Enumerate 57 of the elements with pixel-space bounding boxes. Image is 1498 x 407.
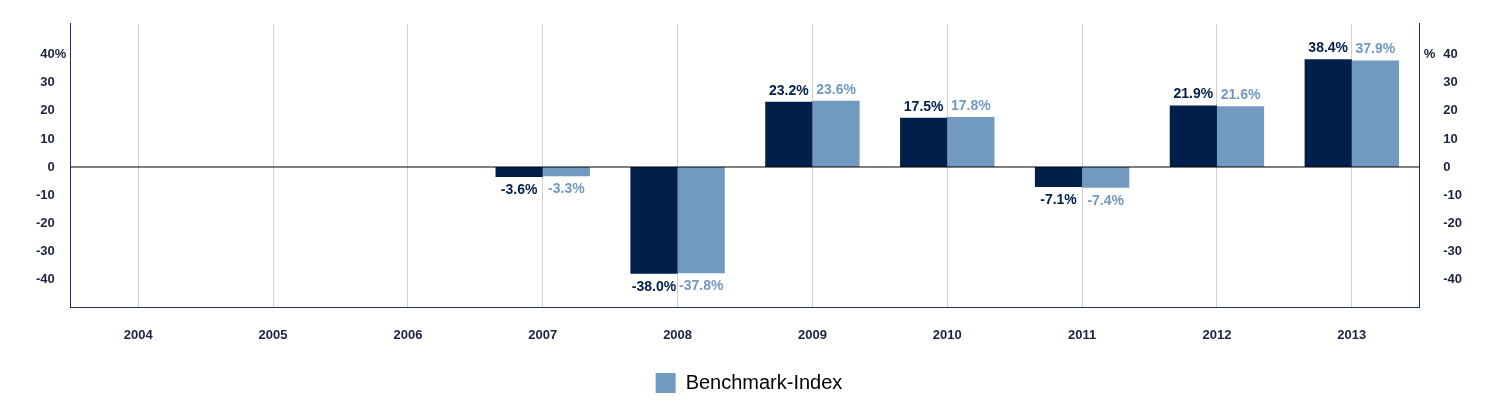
y2-axis-title: %	[1423, 46, 1436, 62]
bar	[1082, 167, 1130, 188]
data-label: 23.2%	[768, 81, 810, 98]
y2-tick-label: 10	[1443, 130, 1458, 146]
data-label: 21.6%	[1220, 86, 1261, 103]
y-tick-label: 30	[40, 74, 55, 90]
data-label: 38.4%	[1308, 39, 1349, 56]
y2-tick-label: -10	[1443, 186, 1463, 202]
x-tick-label: 2007	[528, 326, 558, 342]
x-tick-label: 2009	[797, 326, 827, 342]
x-tick-label: 2005	[258, 326, 288, 342]
x-tick-label: 2008	[663, 326, 693, 342]
data-label: 17.8%	[951, 96, 992, 113]
bar	[812, 100, 860, 167]
bar	[677, 167, 725, 274]
y2-tick-label: 40	[1443, 46, 1458, 62]
x-tick-label: 2006	[393, 326, 423, 342]
data-label: -7.1%	[1040, 190, 1078, 207]
y-tick-label: 40	[40, 46, 55, 62]
y2-tick-label: -40	[1443, 270, 1463, 286]
x-tick-label: 2004	[123, 326, 154, 342]
y-tick-label: 10	[40, 130, 55, 146]
data-label: -3.3%	[548, 180, 586, 197]
data-label: -3.6%	[500, 180, 538, 197]
y-tick-label: 0	[47, 158, 55, 174]
y-tick-label: -20	[35, 214, 55, 230]
bar	[1304, 59, 1352, 167]
y2-tick-label: -30	[1443, 242, 1463, 258]
data-label: 17.5%	[903, 97, 945, 114]
y-axis-title: %	[54, 46, 67, 62]
x-tick-label: 2013	[1337, 326, 1367, 342]
bar	[1169, 105, 1217, 167]
y2-tick-label: -20	[1443, 214, 1463, 230]
y2-tick-label: 20	[1443, 102, 1458, 118]
y2-tick-label: 0	[1443, 158, 1451, 174]
bar	[1351, 60, 1399, 167]
data-label: 37.9%	[1355, 40, 1396, 57]
bar	[1034, 167, 1083, 187]
y2-tick-label: 30	[1443, 74, 1458, 90]
data-label: -37.8%	[679, 277, 724, 293]
x-tick-label: 2012	[1202, 326, 1232, 342]
y-tick-label: -10	[35, 186, 55, 202]
data-label: -7.4%	[1087, 191, 1125, 208]
y-tick-label: 20	[40, 102, 55, 118]
bar	[765, 101, 813, 167]
bar	[900, 117, 948, 167]
x-tick-label: 2011	[1068, 326, 1097, 342]
legend-label: Benchmark-Index	[685, 370, 843, 393]
x-tick-label: 2010	[932, 326, 962, 342]
y-tick-label: -30	[35, 242, 55, 258]
bar	[947, 117, 995, 167]
data-label: -38.0%	[631, 277, 677, 294]
data-label: 21.9%	[1173, 85, 1214, 102]
bar	[1216, 106, 1265, 167]
y-tick-label: -40	[35, 270, 55, 286]
bar	[630, 167, 678, 274]
data-label: 23.6%	[816, 80, 857, 97]
